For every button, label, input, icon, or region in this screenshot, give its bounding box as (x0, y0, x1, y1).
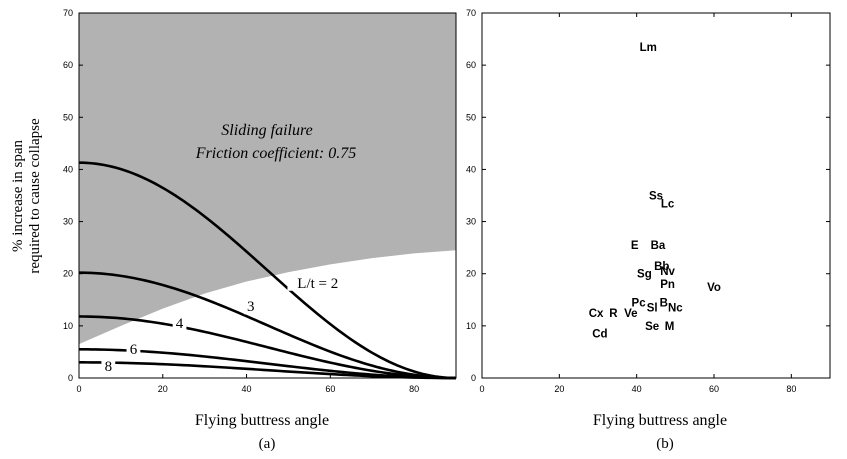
point-label-pn: Pn (660, 279, 675, 291)
panel-a-x-tick-label: 40 (242, 384, 252, 394)
point-label-m: M (665, 321, 675, 333)
panel-b-axes: 0 20 40 60 80 0 10 20 30 40 50 60 70 (466, 8, 831, 394)
panel-a-x-tick-label: 0 (76, 384, 81, 394)
point-label-ss: Ss (649, 191, 663, 203)
point-label-b: B (660, 297, 668, 309)
panel-a-axes: 0 20 40 60 80 0 10 20 30 40 50 60 70 (63, 8, 457, 394)
panel-b-x-tick-label: 40 (632, 384, 642, 394)
point-label-sg: Sg (637, 269, 652, 281)
panel-b-x-tick-label: 0 (479, 384, 484, 394)
panel-a-x-tick-label: 20 (158, 384, 168, 394)
panel-a-y-tick-label: 10 (63, 321, 73, 331)
curve-series-1 (78, 161, 457, 380)
point-label-ve: Ve (624, 308, 637, 320)
point-label-vo: Vo (707, 282, 721, 294)
point-label-nv: Nv (660, 266, 675, 278)
panel-a-y-tick-label: 40 (63, 164, 73, 174)
curve-series-5 (79, 361, 456, 380)
point-label-lc: Lc (661, 198, 675, 210)
panel-b-y-tick-label: 50 (466, 112, 476, 122)
point-label-e: E (631, 240, 639, 252)
point-label-lm: Lm (640, 42, 657, 54)
panel-b-x-tick-label: 80 (786, 384, 796, 394)
point-label-r: R (609, 308, 618, 320)
panel-a-frame (78, 12, 457, 379)
panel-a-y-tick-label: 30 (63, 217, 73, 227)
panel-a-x-tick-label: 80 (409, 384, 419, 394)
point-label-ba: Ba (651, 240, 666, 252)
curve-label-3: 4 (176, 316, 184, 332)
panel-b-y-tick-label: 0 (471, 373, 476, 383)
panel-b-y-tick-label: 30 (466, 217, 476, 227)
panel-a-panel-label: (a) (259, 436, 276, 452)
panel-b-y-tick-label: 70 (466, 8, 476, 18)
panel-a-x-axis-label: Flying buttress angle (195, 412, 329, 429)
panel-b-y-tick-label: 40 (466, 164, 476, 174)
curve-label-5: 8 (105, 359, 113, 375)
panel-a-shade-title-line1: Sliding failure (221, 122, 312, 139)
panel-a-y-tick-label: 20 (63, 269, 73, 279)
panel-a-y-axis-label-line1: % increase in span (10, 139, 26, 252)
point-label-cx: Cx (589, 308, 604, 320)
curve-label-bg (126, 341, 141, 357)
sliding-failure-region (79, 13, 456, 345)
panel-b-frame (481, 12, 831, 379)
panel-b-x-axis-label: Flying buttress angle (593, 412, 727, 429)
point-label-sl: Sl (647, 303, 658, 315)
curve-series-2 (78, 271, 457, 380)
curve-label-bg (101, 359, 116, 375)
point-label-pc: Pc (632, 297, 647, 309)
panel-b-y-tick-label: 60 (466, 60, 476, 70)
curve-label-1: L/t = 2 (297, 276, 338, 292)
point-label-nc: Nc (668, 303, 683, 315)
curve-label-bg (243, 299, 258, 315)
point-label-bb: Bb (654, 261, 669, 273)
curve-series-3 (78, 315, 457, 380)
panel-a-y-tick-label: 60 (63, 60, 73, 70)
panel-a: L/t = 2 3 4 6 8 0 20 40 60 80 0 10 20 30 40 50 60 70 Sli… (10, 8, 457, 452)
panel-a-y-tick-label: 50 (63, 112, 73, 122)
point-label-cd: Cd (592, 329, 607, 341)
curve-label-4: 6 (130, 342, 138, 358)
panel-a-x-tick-label: 60 (325, 384, 335, 394)
panel-b-x-tick-label: 20 (554, 384, 564, 394)
panel-b-x-tick-label: 60 (709, 384, 719, 394)
panel-b-y-tick-label: 20 (466, 269, 476, 279)
curve-label-bg (172, 315, 187, 331)
curve-label-2: 3 (247, 299, 255, 315)
panel-a-y-tick-label: 70 (63, 8, 73, 18)
panel-a-y-tick-label: 0 (68, 373, 73, 383)
panel-a-y-axis-label-line2: required to cause collapse (27, 118, 43, 274)
curve-label-bg (287, 275, 349, 291)
panel-b-y-tick-label: 10 (466, 321, 476, 331)
point-label-se: Se (645, 321, 659, 333)
panel-b-panel-label: (b) (656, 436, 674, 452)
panel-a-shade-title-line2: Friction coefficient: 0.75 (195, 145, 356, 162)
panel-a-plot-area: L/t = 2 3 4 6 8 (78, 13, 457, 380)
